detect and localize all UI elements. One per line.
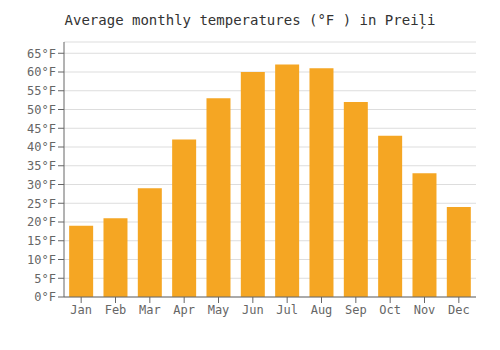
svg-text:Dec: Dec (448, 303, 470, 317)
svg-text:25°F: 25°F (27, 197, 56, 211)
svg-text:65°F: 65°F (27, 47, 56, 61)
svg-text:40°F: 40°F (27, 140, 56, 154)
svg-text:55°F: 55°F (27, 84, 56, 98)
svg-text:Jun: Jun (242, 303, 264, 317)
svg-text:15°F: 15°F (27, 234, 56, 248)
svg-text:Apr: Apr (173, 303, 195, 317)
svg-text:45°F: 45°F (27, 122, 56, 136)
html-text:Average monthly temperatures (: Average monthly temperatures (°F ) in Pr… (64, 12, 436, 28)
svg-text:35°F: 35°F (27, 159, 56, 173)
svg-text:0°F: 0°F (34, 290, 56, 304)
svg-text:Aug: Aug (311, 303, 333, 317)
svg-text:20°F: 20°F (27, 215, 56, 229)
svg-text:50°F: 50°F (27, 103, 56, 117)
svg-text:Jan: Jan (70, 303, 92, 317)
svg-text:May: May (208, 303, 230, 317)
svg-text:Oct: Oct (379, 303, 401, 317)
svg-text:10°F: 10°F (27, 253, 56, 267)
svg-text:Feb: Feb (105, 303, 127, 317)
svg-text:30°F: 30°F (27, 178, 56, 192)
svg-text:Mar: Mar (139, 303, 161, 317)
svg-text:60°F: 60°F (27, 65, 56, 79)
svg-text:Jul: Jul (276, 303, 298, 317)
svg-text:Nov: Nov (414, 303, 436, 317)
svg-text:Sep: Sep (345, 303, 367, 317)
svg-text:5°F: 5°F (34, 272, 56, 286)
